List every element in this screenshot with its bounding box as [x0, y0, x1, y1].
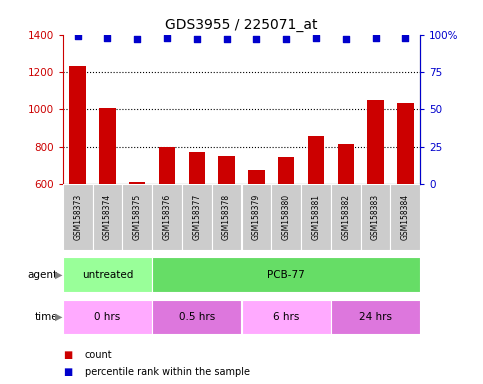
Point — [312, 35, 320, 41]
Text: GSM158373: GSM158373 — [73, 194, 82, 240]
Point — [401, 35, 409, 41]
Bar — [338, 144, 354, 184]
Bar — [271, 184, 301, 250]
Bar — [122, 184, 152, 250]
Point — [372, 35, 380, 41]
Text: GSM158382: GSM158382 — [341, 194, 350, 240]
Text: time: time — [34, 312, 58, 322]
Text: GSM158377: GSM158377 — [192, 194, 201, 240]
Text: GSM158380: GSM158380 — [282, 194, 291, 240]
Text: 24 hrs: 24 hrs — [359, 312, 392, 322]
Bar — [218, 156, 235, 184]
Bar — [361, 184, 390, 250]
Text: ■: ■ — [63, 350, 72, 360]
Bar — [242, 184, 271, 250]
Bar — [331, 184, 361, 250]
Text: 6 hrs: 6 hrs — [273, 312, 299, 322]
Bar — [182, 184, 212, 250]
Bar — [99, 108, 115, 184]
Text: ■: ■ — [63, 367, 72, 377]
Bar — [390, 184, 420, 250]
Bar — [242, 300, 331, 334]
Point — [342, 36, 350, 42]
Bar — [129, 182, 145, 184]
Text: GSM158378: GSM158378 — [222, 194, 231, 240]
Bar — [63, 257, 152, 292]
Point — [163, 35, 171, 41]
Point — [133, 36, 141, 42]
Point — [223, 36, 230, 42]
Bar — [212, 184, 242, 250]
Text: GSM158383: GSM158383 — [371, 194, 380, 240]
Text: count: count — [85, 350, 112, 360]
Text: GSM158381: GSM158381 — [312, 194, 320, 240]
Text: GSM158384: GSM158384 — [401, 194, 410, 240]
Text: GSM158379: GSM158379 — [252, 194, 261, 240]
Point — [282, 36, 290, 42]
Text: GSM158375: GSM158375 — [133, 194, 142, 240]
Text: ▶: ▶ — [55, 312, 62, 322]
Point — [193, 36, 201, 42]
Text: untreated: untreated — [82, 270, 133, 280]
Bar — [152, 257, 420, 292]
Point — [74, 33, 82, 39]
Bar — [308, 136, 324, 184]
Bar — [301, 184, 331, 250]
Bar — [397, 103, 413, 184]
Text: agent: agent — [28, 270, 58, 280]
Bar — [70, 66, 86, 184]
Title: GDS3955 / 225071_at: GDS3955 / 225071_at — [165, 18, 318, 32]
Bar — [63, 184, 93, 250]
Text: GSM158374: GSM158374 — [103, 194, 112, 240]
Bar — [368, 100, 384, 184]
Text: 0 hrs: 0 hrs — [94, 312, 121, 322]
Point — [253, 36, 260, 42]
Text: percentile rank within the sample: percentile rank within the sample — [85, 367, 250, 377]
Bar — [278, 157, 294, 184]
Point — [104, 35, 112, 41]
Text: PCB-77: PCB-77 — [267, 270, 305, 280]
Text: 0.5 hrs: 0.5 hrs — [179, 312, 215, 322]
Text: ▶: ▶ — [55, 270, 62, 280]
Text: GSM158376: GSM158376 — [163, 194, 171, 240]
Bar — [189, 152, 205, 184]
Bar — [63, 300, 152, 334]
Bar — [93, 184, 122, 250]
Bar — [331, 300, 420, 334]
Bar — [152, 300, 242, 334]
Bar — [159, 147, 175, 184]
Bar — [152, 184, 182, 250]
Bar — [248, 170, 265, 184]
